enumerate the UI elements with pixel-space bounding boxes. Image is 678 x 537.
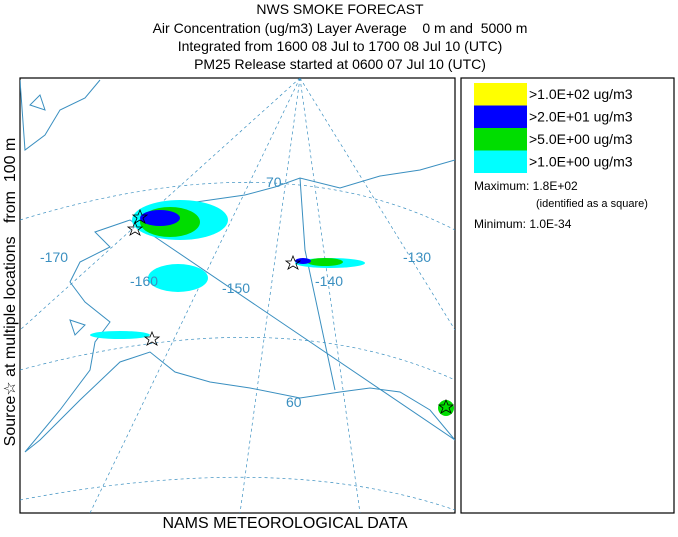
map-frame (19, 77, 456, 514)
subtitle: Integrated from 1600 08 Jul to 1700 08 J… (178, 38, 503, 54)
maximum: Maximum: 1.8E+02 (474, 179, 578, 193)
legend-label: >5.0E+00 ug/m3 (529, 131, 633, 147)
meridian (299, 78, 455, 331)
legend-swatch (474, 83, 527, 106)
plume (90, 331, 150, 339)
source-star (126, 220, 144, 236)
source-star (284, 254, 302, 270)
source-star (143, 330, 161, 346)
map: -170 -160 -150 -140 -130 70 60 (19, 77, 456, 514)
source-star (131, 208, 149, 224)
source-star (437, 398, 455, 414)
map-labels: -170 -160 -150 -140 -130 70 60 (40, 174, 431, 410)
meridian (239, 78, 301, 513)
subtitle: Air Concentration (ug/m3) Layer Average … (153, 20, 528, 36)
border (299, 177, 336, 391)
parallel (20, 476, 455, 511)
map-label: -130 (403, 249, 431, 265)
subtitle: PM25 Release started at 0600 07 Jul 10 (… (194, 56, 486, 72)
map-label: -170 (40, 249, 68, 265)
parallel (20, 337, 455, 381)
legend: Maximum: 1.8E+02 (identified as a square… (460, 77, 675, 514)
map-label: -150 (222, 280, 250, 296)
coastline (20, 79, 101, 151)
legend-swatch (474, 105, 527, 128)
legend-swatch (474, 150, 527, 173)
island (29, 94, 86, 336)
legend-label: >2.0E+01 ug/m3 (529, 109, 633, 125)
plume (140, 210, 180, 226)
map-label: 70 (266, 174, 282, 190)
plume (148, 264, 208, 292)
side-label: Source☆ at multiple locations from 100 m (2, 138, 19, 447)
map-label: -140 (315, 273, 343, 289)
legend-swatch (474, 128, 527, 151)
legend-label: >1.0E+02 ug/m3 (529, 86, 633, 102)
map-label: -160 (130, 273, 158, 289)
footer: NAMS METEOROLOGICAL DATA (162, 515, 407, 532)
meridian (299, 78, 361, 513)
parallel (20, 182, 455, 231)
plume (295, 258, 311, 264)
meridian (89, 78, 301, 513)
maximum-note: (identified as a square) (536, 198, 648, 210)
title: NWS SMOKE FORECAST (256, 1, 424, 17)
plume (307, 258, 343, 266)
plumes (90, 200, 455, 416)
legend-label: >1.0E+00 ug/m3 (529, 154, 633, 170)
minimum: Minimum: 1.0E-34 (474, 217, 572, 231)
map-label: 60 (286, 394, 302, 410)
